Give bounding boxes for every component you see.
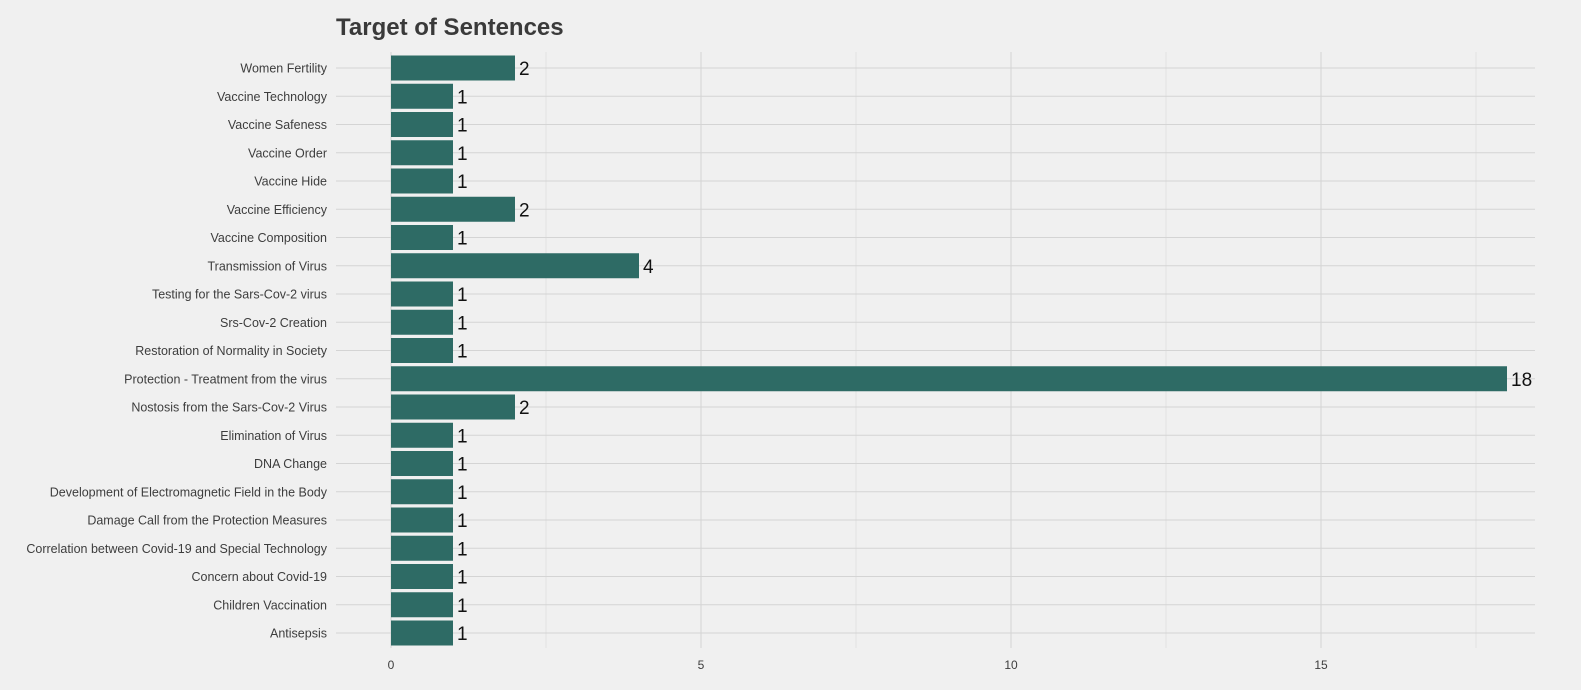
data-label: 2 — [519, 59, 530, 80]
x-tick-label: 5 — [698, 658, 705, 672]
y-category-label: Antisepsis — [270, 627, 327, 641]
bar — [391, 281, 453, 307]
y-category-label: Children Vaccination — [213, 598, 327, 612]
x-tick-label: 10 — [1004, 658, 1018, 672]
bar — [391, 620, 453, 646]
data-label: 1 — [457, 483, 468, 504]
bar — [391, 168, 453, 194]
y-category-label: Correlation between Covid-19 and Special… — [26, 542, 327, 556]
data-label: 1 — [457, 285, 468, 306]
bar — [391, 592, 453, 618]
y-category-label: Vaccine Efficiency — [227, 203, 328, 217]
y-category-label: DNA Change — [254, 457, 327, 471]
data-label: 1 — [457, 229, 468, 250]
y-category-label: Restoration of Normality in Society — [135, 344, 327, 358]
bar — [391, 83, 453, 109]
bar — [391, 112, 453, 137]
data-label: 1 — [457, 172, 468, 193]
data-label: 1 — [457, 596, 468, 617]
data-label: 1 — [457, 455, 468, 476]
data-label: 18 — [1511, 370, 1532, 391]
data-label: 1 — [457, 342, 468, 363]
chart-title: Target of Sentences — [336, 14, 564, 41]
grid-lines — [336, 52, 1535, 648]
data-label: 1 — [457, 144, 468, 165]
bar — [391, 451, 453, 476]
y-category-label: Elimination of Virus — [220, 429, 327, 443]
bar — [391, 196, 515, 222]
data-label: 4 — [643, 257, 654, 278]
x-axis-tick-labels: 0 5 10 15 — [388, 658, 1328, 672]
y-category-label: Srs-Cov-2 Creation — [220, 316, 327, 330]
bar — [391, 309, 453, 335]
data-label: 1 — [457, 87, 468, 108]
bar — [391, 225, 453, 250]
y-category-label: Vaccine Hide — [254, 175, 327, 189]
y-category-label: Testing for the Sars-Cov-2 virus — [152, 288, 327, 302]
data-label: 1 — [457, 624, 468, 645]
y-category-label: Protection - Treatment from the virus — [124, 372, 327, 386]
bar — [391, 55, 515, 81]
x-tick-label: 0 — [388, 658, 395, 672]
bar — [391, 564, 453, 589]
bar — [391, 394, 515, 420]
data-label: 1 — [457, 313, 468, 334]
bar — [391, 507, 453, 533]
bar — [391, 366, 1507, 392]
y-category-label: Vaccine Composition — [211, 231, 328, 245]
data-label: 1 — [457, 426, 468, 447]
data-label: 1 — [457, 116, 468, 137]
y-category-label: Concern about Covid-19 — [192, 570, 328, 584]
x-tick-label: 15 — [1314, 658, 1328, 672]
bar — [391, 253, 639, 279]
bar — [391, 338, 453, 363]
y-category-label: Nostosis from the Sars-Cov-2 Virus — [131, 401, 327, 415]
bar — [391, 140, 453, 166]
bar — [391, 535, 453, 561]
y-category-label: Transmission of Virus — [208, 259, 327, 273]
data-label: 2 — [519, 200, 530, 221]
data-labels: 2 1 1 1 1 2 1 4 1 1 1 18 2 1 1 1 1 1 1 1 1 — [457, 59, 1532, 645]
y-category-label: Development of Electromagnetic Field in … — [50, 485, 328, 499]
y-axis-category-labels: Women Fertility Vaccine Technology Vaccine… — [26, 62, 327, 641]
bar — [391, 422, 453, 448]
data-label: 2 — [519, 398, 530, 419]
data-label: 1 — [457, 568, 468, 589]
bars — [391, 55, 1507, 646]
y-category-label: Vaccine Order — [248, 146, 327, 160]
y-category-label: Vaccine Safeness — [228, 118, 327, 132]
bar — [391, 479, 453, 505]
y-category-label: Women Fertility — [240, 62, 327, 76]
y-category-label: Vaccine Technology — [217, 90, 328, 104]
data-label: 1 — [457, 539, 468, 560]
y-category-label: Damage Call from the Protection Measures — [87, 514, 327, 528]
data-label: 1 — [457, 511, 468, 532]
